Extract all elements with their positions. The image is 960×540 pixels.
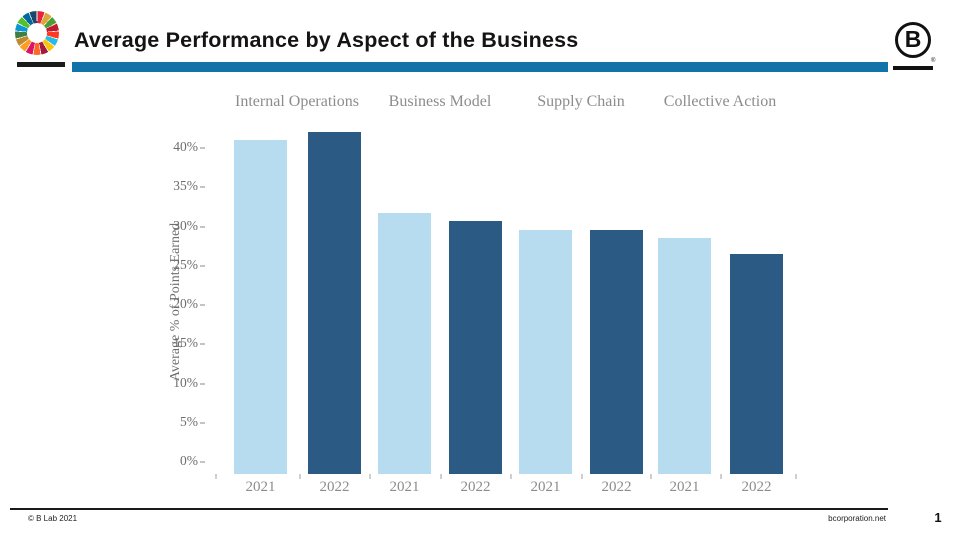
category-label-business-model: Business Model [388,93,492,110]
y-tick-label: 0% [180,453,198,468]
x-axis-tick-mark [650,474,652,479]
bcorp-logo-letter: B [904,25,922,52]
bcorp-logo-underline [893,66,933,70]
y-tick-mark [200,343,205,346]
bar-internal-operations-2022 [308,131,361,474]
x-axis-tick-mark [720,474,722,479]
sdg-wheel-hole [27,23,47,43]
y-tick-label: 25% [173,256,198,272]
y-tick-mark [200,186,205,189]
y-tick-mark [200,382,205,385]
y-tick-label: 15% [173,335,198,351]
bar-internal-operations-2021 [234,139,287,474]
bar-supply-chain-2022 [590,229,643,474]
y-tick-label: 30% [173,217,198,233]
category-label-supply-chain: Supply Chain [537,93,625,110]
y-tick-mark [200,304,205,306]
x-tick-label-internal-operations-2022: 2022 [319,479,350,495]
sdg-underline-rule [17,62,65,67]
x-tick-label-collective-action-2021: 2021 [669,479,700,495]
y-tick-label: 20% [173,296,198,311]
y-tick-mark [200,264,205,267]
y-tick-mark [200,461,205,463]
x-axis-tick-mark [510,474,512,479]
registered-trademark-icon: ® [931,58,936,64]
y-tick-mark [200,421,205,424]
x-tick-label-business-model-2021: 2021 [389,479,420,495]
x-axis-tick-mark [299,474,301,479]
page-number: 1 [934,510,942,525]
bcorp-logo-icon: B [895,22,931,58]
x-tick-label-business-model-2022: 2022 [460,479,491,495]
bar-collective-action-2021 [658,237,711,474]
x-tick-label-supply-chain-2021: 2021 [530,479,561,495]
x-axis-tick-mark [369,474,371,479]
page-title: Average Performance by Aspect of the Bus… [74,28,579,52]
bar-collective-action-2022 [730,253,783,474]
x-axis-tick-mark [581,474,583,479]
y-tick-mark [200,225,205,228]
x-tick-label-internal-operations-2021: 2021 [245,479,276,495]
title-accent-bar [72,62,888,72]
bar-business-model-2021 [378,213,431,474]
bar-supply-chain-2021 [519,229,572,474]
category-label-internal-operations: Internal Operations [235,93,359,110]
x-axis-tick-mark [215,474,217,479]
footer-rule [10,508,888,510]
copyright-text: © B Lab 2021 [28,514,78,523]
y-tick-label: 10% [173,374,198,390]
x-tick-label-collective-action-2022: 2022 [741,479,772,495]
y-tick-label: 5% [180,413,198,429]
x-axis-tick-mark [440,474,442,479]
y-tick-label: 40% [173,139,198,154]
bar-business-model-2022 [449,221,502,474]
category-label-collective-action: Collective Action [663,93,777,110]
x-axis-tick-mark [795,474,797,479]
x-tick-label-supply-chain-2022: 2022 [601,479,632,495]
y-tick-mark [200,147,205,149]
sdg-wheel-icon [15,11,59,55]
y-tick-label: 35% [173,178,198,194]
website-text: bcorporation.net [828,514,886,523]
